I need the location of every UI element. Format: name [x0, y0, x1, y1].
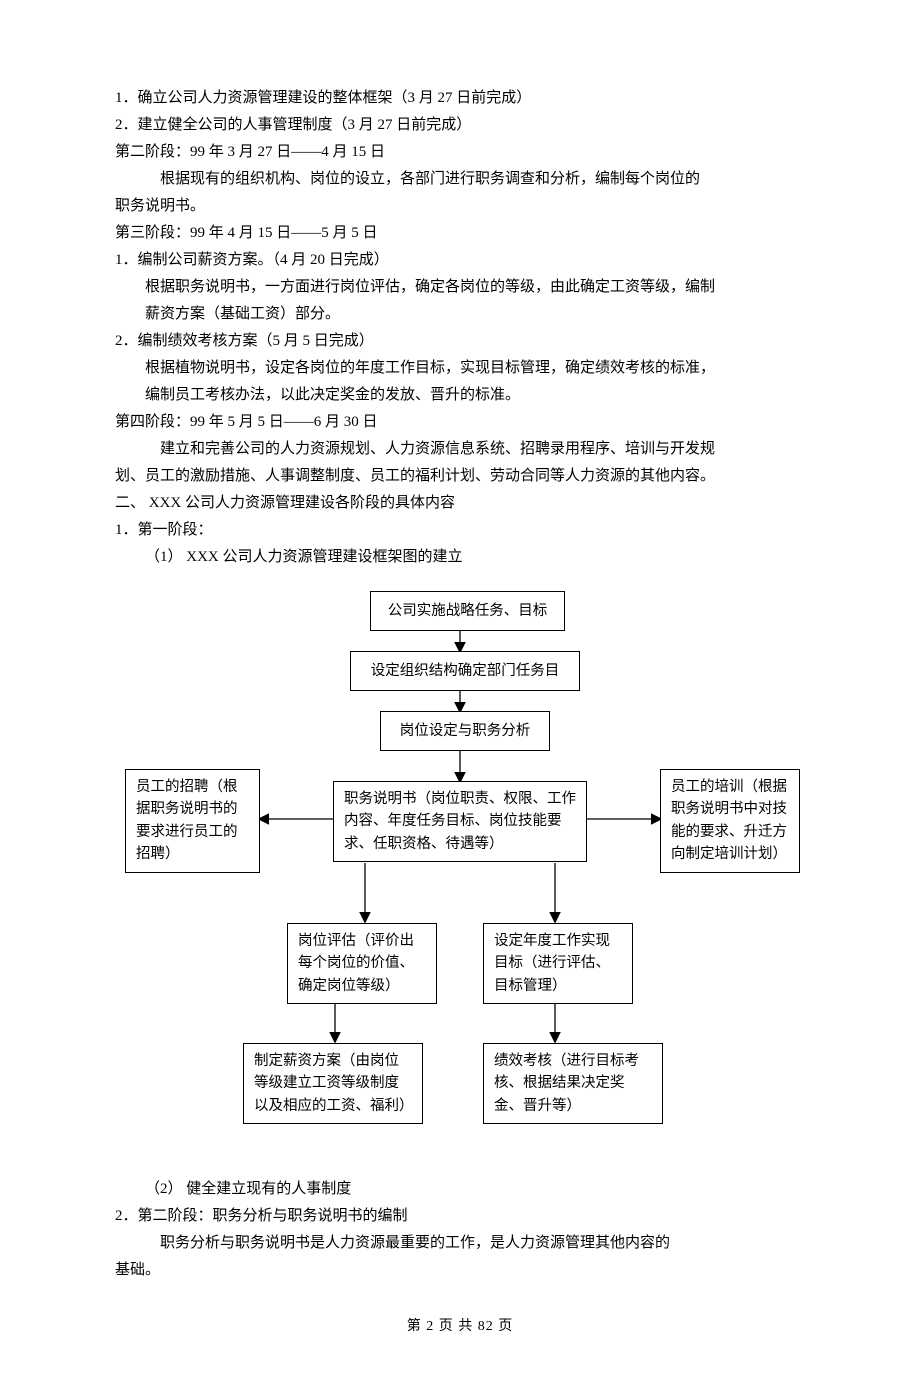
text-line: 建立和完善公司的人力资源规划、人力资源信息系统、招聘录用程序、培训与开发规 [115, 436, 805, 463]
flow-node-jobdesc: 职务说明书（岗位职责、权限、工作内容、年度任务目标、岗位技能要求、任职资格、待遇… [333, 781, 587, 862]
text-line: 根据职务说明书，一方面进行岗位评估，确定各岗位的等级，由此确定工资等级，编制 [115, 274, 805, 301]
text-line: 编制员工考核办法，以此决定奖金的发放、晋升的标准。 [115, 382, 805, 409]
flow-node-recruit: 员工的招聘（根据职务说明书的要求进行员工的招聘） [125, 769, 260, 873]
text-line: 2．编制绩效考核方案（5 月 5 日完成） [115, 328, 805, 355]
text-line: 1．确立公司人力资源管理建设的整体框架（3 月 27 日前完成） [115, 85, 805, 112]
text-line: 划、员工的激励措施、人事调整制度、员工的福利计划、劳动合同等人力资源的其他内容。 [115, 463, 805, 490]
flow-node-structure: 设定组织结构确定部门任务目 [350, 651, 580, 691]
text-line: 职务说明书。 [115, 193, 805, 220]
flow-node-position: 岗位设定与职务分析 [380, 711, 550, 751]
text-line: 1．第一阶段： [115, 517, 805, 544]
flow-node-performance: 绩效考核（进行目标考核、根据结果决定奖金、晋升等） [483, 1043, 663, 1124]
page-footer: 第 2 页 共 82 页 [115, 1314, 805, 1339]
text-line: 第四阶段：99 年 5 月 5 日——6 月 30 日 [115, 409, 805, 436]
text-line: 二、 XXX 公司人力资源管理建设各阶段的具体内容 [115, 490, 805, 517]
text-line: 根据植物说明书，设定各岗位的年度工作目标，实现目标管理，确定绩效考核的标准， [115, 355, 805, 382]
flow-node-goals: 设定年度工作实现目标（进行评估、目标管理） [483, 923, 633, 1004]
text-line: 2．第二阶段：职务分析与职务说明书的编制 [115, 1203, 805, 1230]
flow-node-jobeval: 岗位评估（评价出每个岗位的价值、确定岗位等级） [287, 923, 437, 1004]
text-line: 第二阶段：99 年 3 月 27 日——4 月 15 日 [115, 139, 805, 166]
flow-node-strategy: 公司实施战略任务、目标 [370, 591, 565, 631]
text-line: 1．编制公司薪资方案。（4 月 20 日完成） [115, 247, 805, 274]
text-line: 2．建立健全公司的人事管理制度（3 月 27 日前完成） [115, 112, 805, 139]
text-line: 职务分析与职务说明书是人力资源最重要的工作，是人力资源管理其他内容的 [115, 1230, 805, 1257]
framework-flowchart: 公司实施战略任务、目标 设定组织结构确定部门任务目 岗位设定与职务分析 职务说明… [115, 591, 805, 1151]
flow-node-training: 员工的培训（根据职务说明书中对技能的要求、升迁方向制定培训计划） [660, 769, 800, 873]
text-line: （1） XXX 公司人力资源管理建设框架图的建立 [115, 544, 805, 571]
text-line: （2） 健全建立现有的人事制度 [115, 1176, 805, 1203]
text-line: 根据现有的组织机构、岗位的设立，各部门进行职务调查和分析，编制每个岗位的 [115, 166, 805, 193]
text-line: 薪资方案（基础工资）部分。 [115, 301, 805, 328]
flow-node-salary: 制定薪资方案（由岗位等级建立工资等级制度以及相应的工资、福利） [243, 1043, 423, 1124]
text-line: 第三阶段：99 年 4 月 15 日——5 月 5 日 [115, 220, 805, 247]
text-line: 基础。 [115, 1257, 805, 1284]
